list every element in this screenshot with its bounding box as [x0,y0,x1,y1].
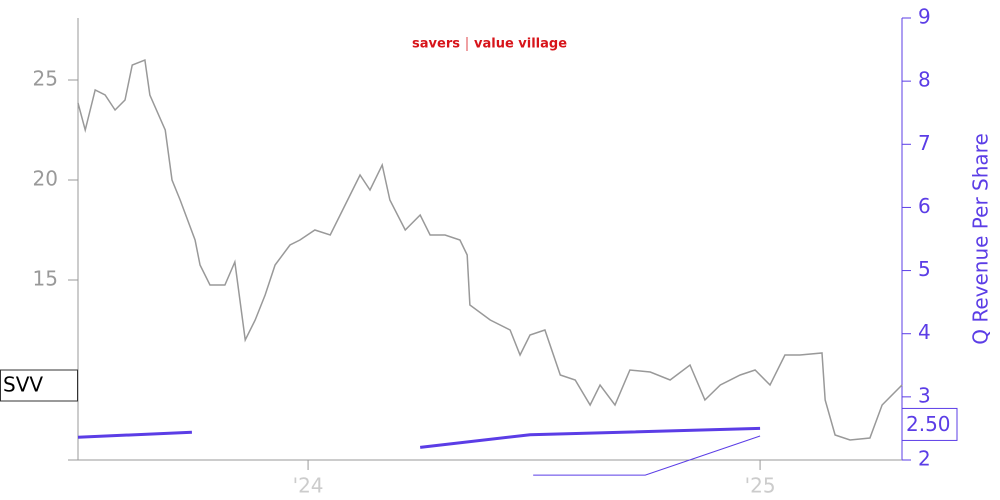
series-name: SVV [3,373,43,397]
value-label-box [901,407,958,441]
y2-tick-label: 4 [918,320,931,344]
y2-tick-label: 5 [918,257,931,281]
logo: savers value village [412,37,567,52]
y2-tick-label: 3 [918,383,931,407]
series-line [533,435,761,476]
y2-tick-label: 7 [918,131,931,155]
series-line [77,58,903,441]
value-label: 2.50 [906,412,951,436]
y-tick-label: 20 [33,167,58,191]
series-line [419,426,761,449]
logo-text: value village [474,37,567,52]
logo-text: savers [412,37,460,52]
y2-tick-label: 6 [918,194,931,218]
y-tick-label: 15 [33,267,58,291]
y2-tick-label: 2 [918,447,931,471]
x-tick-label: '25 [745,474,776,498]
series-line [77,430,192,439]
y2-tick-label: 9 [918,5,931,29]
series-name-box [0,369,78,402]
y2-axis-label: Q Revenue Per Share [969,133,993,345]
y-tick-label: 25 [33,67,58,91]
x-tick-label: '24 [293,474,324,498]
y2-tick-label: 8 [918,68,931,92]
